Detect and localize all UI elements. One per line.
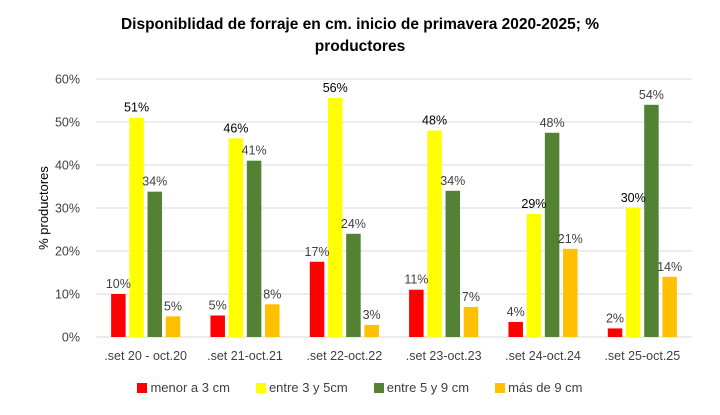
legend-item: más de 9 cm: [495, 380, 583, 395]
data-label: 29%: [521, 197, 546, 211]
legend-swatch-icon: [495, 382, 506, 393]
bar-m-s-de-9-cm: [463, 306, 479, 337]
x-axis-labels: .set 20 - oct.20 .set 21-oct.21 .set 22-oc…: [104, 349, 680, 363]
bar-m-s-de-9-cm: [662, 276, 677, 337]
bar-entre-5-y-9-cm: [445, 190, 461, 337]
legend-swatch-icon: [255, 382, 266, 393]
legend-swatch-icon: [373, 382, 384, 393]
data-label: 4%: [507, 305, 525, 319]
data-label: 51%: [124, 101, 149, 115]
legend-swatch-icon: [137, 382, 148, 393]
bar-entre-3-y-5cm: [625, 208, 641, 337]
bar-menor-a-3-cm: [309, 261, 325, 337]
legend-item: entre 5 y 9 cm: [373, 380, 470, 395]
data-label: 7%: [462, 290, 480, 304]
bar-m-s-de-9-cm: [364, 324, 379, 337]
x-tick-label: .set 23-oct.23: [406, 349, 482, 363]
data-label: 5%: [164, 299, 182, 313]
bar-m-s-de-9-cm: [265, 304, 280, 337]
y-axis-ticks: 0% 10% 20% 30% 40% 50% 60%: [55, 73, 80, 345]
data-label: 30%: [621, 191, 646, 205]
bar-m-s-de-9-cm: [165, 316, 181, 337]
data-label: 46%: [223, 121, 248, 135]
bar-entre-5-y-9-cm: [147, 191, 163, 337]
legend-label: entre 5 y 9 cm: [386, 380, 470, 395]
chart-title-line-1: Disponiblidad de forraje en cm. inicio d…: [120, 16, 600, 33]
bar-menor-a-3-cm: [607, 328, 623, 337]
x-tick-label: .set 21-oct.21: [207, 349, 283, 363]
bar-menor-a-3-cm: [210, 315, 225, 337]
data-label: 48%: [540, 116, 565, 130]
data-label: 8%: [263, 287, 281, 301]
data-label: 24%: [341, 217, 366, 231]
y-tick-label: 20%: [55, 245, 80, 259]
data-label: 21%: [558, 232, 583, 246]
bar-entre-3-y-5cm: [327, 97, 343, 337]
data-label: 2%: [606, 311, 624, 325]
data-label: 41%: [242, 144, 267, 158]
x-tick-label: .set 25-oct.25: [604, 349, 680, 363]
bar-entre-3-y-5cm: [427, 130, 442, 337]
data-label: 14%: [657, 260, 682, 274]
x-tick-label: .set 24-oct.24: [505, 349, 581, 363]
chart-title: Disponiblidad de forraje en cm. inicio d…: [0, 14, 720, 58]
chart-title-line-2: productores: [314, 38, 406, 55]
legend: menor a 3 cm entre 3 y 5cm entre 5 y 9 cm m…: [0, 380, 720, 395]
bar-entre-3-y-5cm: [129, 117, 144, 337]
legend-label: entre 3 y 5cm: [268, 380, 348, 395]
bar-entre-3-y-5cm: [228, 138, 244, 337]
data-label: 34%: [440, 174, 465, 188]
legend-item: menor a 3 cm: [137, 380, 230, 395]
gridlines: [96, 78, 692, 338]
data-label: 5%: [209, 299, 227, 313]
data-label: 48%: [422, 114, 447, 128]
legend-item: entre 3 y 5cm: [255, 380, 348, 395]
y-tick-label: 40%: [55, 159, 80, 173]
bar-m-s-de-9-cm: [563, 248, 578, 337]
x-tick-label: .set 22-oct.22: [306, 349, 382, 363]
y-axis-label: % productores: [36, 166, 51, 250]
data-label: 34%: [142, 175, 167, 189]
bar-entre-5-y-9-cm: [346, 233, 361, 337]
bars: [111, 97, 677, 337]
data-labels: 10% 51% 34% 5% 5% 46% 41% 8% 17% 56% 24% 3% 11% 48% 34…: [106, 81, 682, 325]
data-label: 54%: [639, 88, 664, 102]
bar-entre-5-y-9-cm: [246, 160, 262, 337]
y-tick-label: 50%: [55, 116, 80, 130]
data-label: 56%: [323, 81, 348, 95]
data-label: 3%: [363, 308, 381, 322]
data-label: 11%: [404, 273, 428, 287]
bar-entre-5-y-9-cm: [544, 132, 560, 337]
y-tick-label: 0%: [62, 331, 80, 345]
bar-menor-a-3-cm: [508, 321, 523, 337]
bar-entre-5-y-9-cm: [644, 104, 659, 337]
x-tick-label: .set 20 - oct.20: [104, 349, 187, 363]
data-label: 10%: [106, 277, 131, 291]
bar-menor-a-3-cm: [111, 294, 126, 337]
legend-label: menor a 3 cm: [150, 380, 230, 395]
legend-label: más de 9 cm: [508, 380, 583, 395]
y-tick-label: 10%: [55, 288, 80, 302]
bar-menor-a-3-cm: [409, 289, 424, 337]
data-label: 17%: [305, 245, 330, 259]
y-tick-label: 30%: [55, 202, 80, 216]
bar-entre-3-y-5cm: [526, 214, 542, 337]
y-tick-label: 60%: [55, 73, 80, 87]
